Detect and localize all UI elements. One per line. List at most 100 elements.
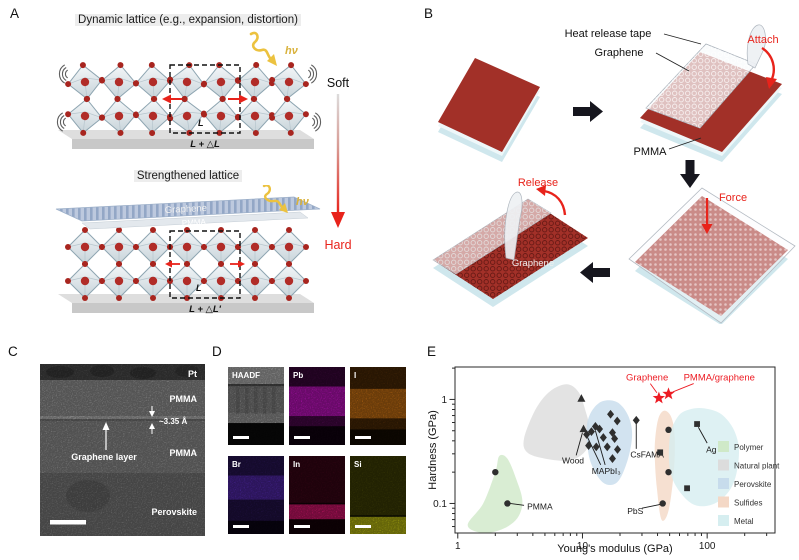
octahedron [269,261,309,301]
x-tick-label: 100 [699,541,716,552]
atom [269,244,275,250]
chart-legend: Polymer Natural plant Perovskite Sulfides Me… [718,441,780,526]
heat-release-tape-label: Heat release tape [565,28,652,40]
perovskite-lattice [65,227,309,301]
release-arrowhead [536,185,546,196]
legend-swatch [718,441,729,452]
atom [284,96,291,103]
legend-swatch [718,515,729,526]
atom [65,278,71,284]
graphene-sheet-label: Graphene [164,203,207,216]
data-point [607,409,615,419]
annotation-ag: Ag [706,445,717,455]
atom [149,129,156,136]
annotation-graphene: Graphene [626,373,668,384]
atom [286,261,292,267]
soft-label: Soft [326,76,350,90]
atom [201,111,208,118]
region-polymer [467,454,523,533]
y-tick-label: 0.1 [433,499,447,510]
light-wave-arrowhead [279,203,288,213]
atom [181,96,188,103]
legend-swatch [718,459,729,471]
octahedron [269,62,309,102]
atom [114,276,124,286]
graphene-honeycomb-texture [646,44,756,128]
sample-pmma [438,58,540,162]
atom [150,227,156,233]
atom [250,111,260,121]
pmma-bottom-label: PMMA [170,448,198,458]
x-tick-label: 1 [455,541,461,552]
gradient-arrow-shaft [336,94,340,214]
region-perovskite [586,400,633,485]
panel-e-label: E [427,344,437,359]
atom [250,242,260,252]
sample-force [628,187,796,324]
callout-line [663,33,702,45]
atom [303,278,309,284]
atom [284,111,294,121]
atom [80,111,90,121]
panel-a-title-bottom: Strengthened lattice [48,170,328,182]
process-arrow-down-icon [680,160,700,188]
strengthened-lattice-illustration: Graphene PMMA L hν L + △L' [55,185,321,315]
data-point [504,500,511,507]
octahedron [201,227,241,267]
graphene-transfer-process-diagram: Heat release tape Graphene Attach PMMA F… [432,24,796,324]
atom [182,77,192,87]
atom [82,227,88,233]
lattice-constant-label: L [196,283,202,293]
y-axis-title: Hardness (GPa) [428,410,439,489]
octahedron [65,261,105,301]
data-point [577,394,586,402]
atom [218,227,224,233]
data-points [492,387,700,507]
release-label: Release [518,177,558,189]
atom [117,62,124,69]
hard-label: Hard [324,238,352,252]
tape-over-sample [628,187,796,324]
scale-bar [233,436,249,439]
atom [116,227,122,233]
data-point [492,468,499,476]
atom [82,295,88,301]
atom [114,96,121,103]
data-point [684,485,690,492]
legend-label: Polymer [734,443,764,452]
data-point [579,424,588,433]
data-point [587,427,595,437]
eds-map-br: Br [228,456,284,534]
pt-label: Pt [188,369,197,379]
atom [286,227,292,233]
attach-arrowhead [766,77,777,89]
legend-label: Natural plant [734,462,780,471]
lattice-constant-label: L [198,118,204,128]
tape-flap [746,24,766,69]
atom [80,77,90,87]
atom [252,129,259,136]
atom [148,77,158,87]
spacing-arrow-up [149,423,155,429]
octahedron [99,96,139,136]
eds-element-label: Pb [293,371,303,380]
expanded-lattice-label: L + △L [190,139,220,150]
octahedron [235,261,275,301]
atom [99,244,105,250]
callout-line [668,137,702,150]
atom [79,62,86,69]
atom [284,77,294,87]
data-point [603,442,611,452]
eds-element-label: Br [232,460,241,469]
panel-c-label: C [8,344,18,359]
x-tick-label: 10 [577,541,589,552]
atom [117,129,124,136]
legend-label: Perovskite [734,480,772,489]
atom [99,77,106,84]
atom [184,295,190,301]
atom [250,77,260,87]
atom [216,129,223,136]
data-point [608,454,616,463]
atom [201,244,207,250]
